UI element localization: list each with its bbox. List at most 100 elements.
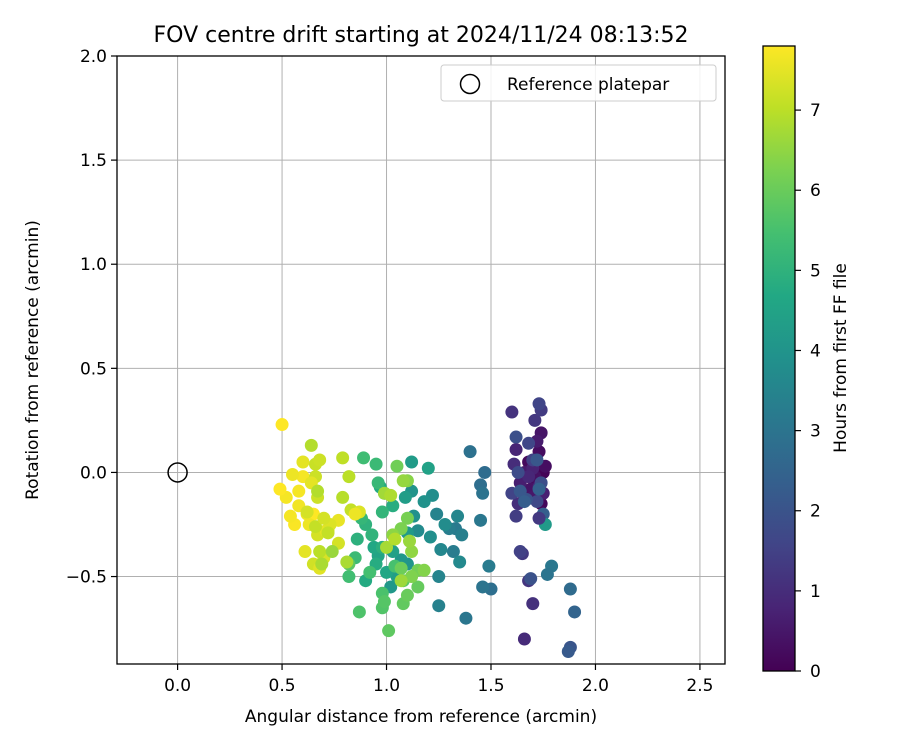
data-point: [509, 509, 523, 523]
data-point: [474, 513, 488, 527]
legend-marker: [459, 73, 481, 95]
data-point: [342, 470, 356, 484]
data-point: [298, 545, 312, 559]
data-point: [522, 470, 536, 484]
data-point: [522, 436, 536, 450]
data-point: [400, 511, 414, 525]
legend: Reference platepar: [440, 64, 717, 102]
data-point: [434, 542, 448, 556]
data-point: [363, 565, 377, 579]
data-point: [336, 490, 350, 504]
data-points: [273, 397, 582, 659]
data-point: [352, 605, 366, 619]
data-point: [321, 526, 335, 540]
data-point: [540, 567, 554, 581]
x-ticks: 0.0 0.5 1.0 1.5 2.0 2.5: [164, 664, 713, 696]
colorbar-tick-label: 7: [810, 101, 821, 121]
data-point: [517, 632, 531, 646]
data-point: [561, 645, 575, 659]
data-point: [476, 486, 490, 500]
data-point: [275, 418, 289, 432]
y-tick-label: 0.5: [80, 359, 107, 379]
data-point: [405, 455, 419, 469]
data-point: [313, 453, 327, 467]
data-point: [317, 511, 331, 525]
data-point: [388, 532, 402, 546]
colorbar-ticks: 0 1 2 3 4 5 6 7: [795, 101, 821, 682]
data-point: [563, 582, 577, 596]
data-point: [311, 484, 325, 498]
data-point: [411, 580, 425, 594]
data-point: [430, 507, 444, 521]
x-tick-label: 0.5: [269, 676, 296, 696]
data-point: [396, 474, 410, 488]
reference-marker: [167, 462, 188, 483]
colorbar-tick-label: 6: [810, 181, 821, 201]
data-point: [382, 624, 396, 638]
x-tick-label: 0.0: [164, 676, 191, 696]
y-tick-label: 0.0: [80, 463, 107, 483]
colorbar-tick-label: 0: [810, 662, 821, 682]
data-point: [386, 499, 400, 513]
data-point: [568, 605, 582, 619]
data-point: [476, 580, 490, 594]
data-point: [313, 545, 327, 559]
data-point: [526, 597, 540, 611]
reference-point: [167, 462, 188, 483]
data-point: [532, 482, 546, 496]
data-point: [417, 495, 431, 509]
data-point: [273, 482, 287, 496]
y-tick-label: 1.5: [80, 151, 107, 171]
data-point: [405, 570, 419, 584]
data-point: [336, 451, 350, 465]
data-point: [380, 540, 394, 554]
data-point: [532, 397, 546, 411]
colorbar-tick-label: 1: [810, 582, 821, 602]
data-point: [530, 453, 544, 467]
x-tick-label: 2.5: [686, 676, 713, 696]
colorbar-tick-label: 4: [810, 341, 821, 361]
data-point: [394, 561, 408, 575]
data-point: [513, 545, 527, 559]
colorbar-tick-label: 2: [810, 502, 821, 522]
data-point: [300, 505, 314, 519]
data-point: [377, 595, 391, 609]
y-ticks: −0.5 0.0 0.5 1.0 1.5 2.0: [66, 47, 117, 588]
data-point: [451, 509, 465, 523]
y-tick-label: 1.0: [80, 255, 107, 275]
data-point: [348, 507, 362, 521]
data-point: [453, 555, 467, 569]
data-point: [283, 509, 297, 523]
data-point: [357, 451, 371, 465]
data-point: [432, 599, 446, 613]
chart-title: FOV centre drift starting at 2024/11/24 …: [154, 23, 689, 48]
data-point: [513, 484, 527, 498]
data-point: [423, 530, 437, 544]
data-point: [421, 461, 435, 475]
data-point: [509, 443, 523, 457]
data-point: [459, 611, 473, 625]
data-point: [530, 495, 544, 509]
data-point: [438, 517, 452, 531]
data-point: [432, 570, 446, 584]
data-point: [394, 574, 408, 588]
data-point: [369, 457, 383, 471]
data-point: [405, 545, 419, 559]
data-point: [296, 455, 310, 469]
data-point: [286, 468, 300, 482]
data-point: [340, 555, 354, 569]
data-point: [400, 588, 414, 602]
colorbar-gradient: [762, 45, 796, 672]
colorbar-label: Hours from first FF file: [831, 263, 851, 453]
data-point: [371, 476, 385, 490]
data-point: [463, 445, 477, 459]
data-point: [325, 545, 339, 559]
y-tick-label: −0.5: [66, 568, 107, 588]
colorbar-tick-label: 3: [810, 422, 821, 442]
x-tick-label: 1.5: [477, 676, 504, 696]
data-point: [524, 572, 538, 586]
legend-label: Reference platepar: [507, 75, 669, 95]
x-tick-label: 1.0: [373, 676, 400, 696]
x-tick-label: 2.0: [582, 676, 609, 696]
